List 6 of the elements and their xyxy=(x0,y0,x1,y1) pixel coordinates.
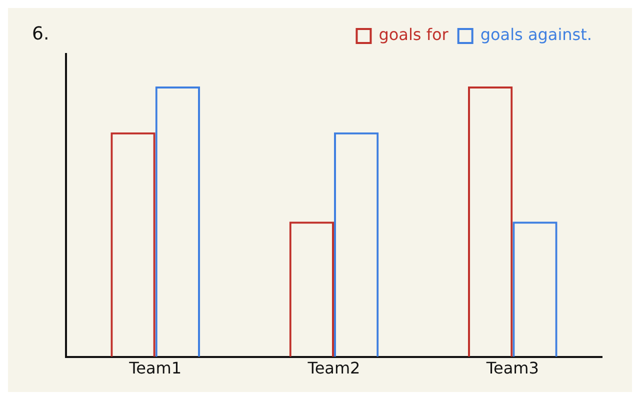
legend-label: goals against. xyxy=(480,25,592,44)
x-tick-label: Team3 xyxy=(485,358,539,378)
legend-label: goals for xyxy=(378,25,449,44)
x-tick-label: Team2 xyxy=(306,358,360,378)
x-tick-label: Team1 xyxy=(128,358,182,378)
text: 6. xyxy=(32,24,50,45)
